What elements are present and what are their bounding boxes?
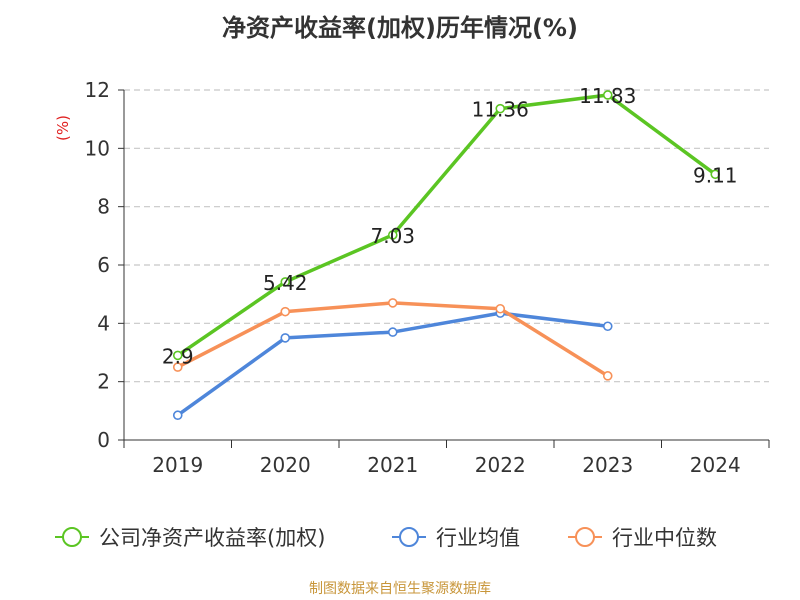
legend: 公司净资产收益率(加权) 行业均值 行业中位数 — [55, 526, 717, 550]
x-tick-label: 2023 — [582, 453, 633, 477]
y-tick-label: 10 — [85, 136, 110, 160]
grid-lines — [124, 89, 769, 383]
data-labels: 2.9 5.42 7.03 11.36 11.83 9.11 — [162, 84, 738, 368]
data-label: 5.42 — [263, 271, 308, 295]
data-label: 9.11 — [693, 163, 738, 187]
x-tick-label: 2024 — [690, 453, 741, 477]
y-tick-label: 6 — [97, 253, 110, 277]
y-tick-label: 12 — [85, 78, 110, 102]
y-tick-label: 8 — [97, 195, 110, 219]
legend-marker — [399, 527, 419, 547]
data-point — [710, 169, 721, 180]
x-tick-label: 2022 — [475, 453, 526, 477]
x-tick-label: 2019 — [152, 453, 203, 477]
data-point — [172, 410, 183, 421]
data-label: 11.36 — [472, 98, 529, 122]
data-point — [387, 327, 398, 337]
axes: 0 2 4 6 8 10 12 2019 2020 2021 2022 2023 2024 (%) — [54, 78, 770, 477]
data-point — [495, 303, 506, 314]
data-point — [602, 371, 613, 381]
data-point — [387, 230, 398, 240]
data-point — [387, 298, 398, 308]
x-tick-label: 2021 — [367, 453, 418, 477]
data-point — [602, 90, 613, 100]
series-line — [176, 93, 717, 357]
y-axis-label: (%) — [54, 115, 72, 141]
data-point — [280, 333, 291, 343]
data-label: 7.03 — [370, 224, 415, 248]
source-note: 制图数据来自恒生聚源数据库 — [309, 581, 491, 597]
data-point — [280, 306, 291, 317]
legend-marker — [62, 527, 82, 547]
legend-marker — [575, 527, 595, 547]
series-layer — [172, 90, 721, 421]
series-line — [176, 301, 609, 378]
legend-label: 公司净资产收益率(加权) — [99, 526, 325, 550]
data-label: 11.83 — [579, 84, 636, 108]
data-point — [172, 362, 183, 372]
chart-title: 净资产收益率(加权)历年情况(%) — [222, 14, 578, 42]
legend-label: 行业均值 — [436, 526, 520, 550]
data-point — [172, 350, 183, 361]
y-tick-label: 0 — [97, 428, 110, 452]
data-point — [495, 103, 506, 114]
data-point — [602, 321, 613, 332]
x-tick-label: 2020 — [260, 453, 311, 477]
legend-label: 行业中位数 — [612, 526, 717, 550]
y-tick-label: 2 — [97, 370, 110, 394]
y-tick-label: 4 — [97, 311, 110, 335]
data-label: 2.9 — [162, 344, 194, 368]
data-point — [280, 277, 291, 287]
